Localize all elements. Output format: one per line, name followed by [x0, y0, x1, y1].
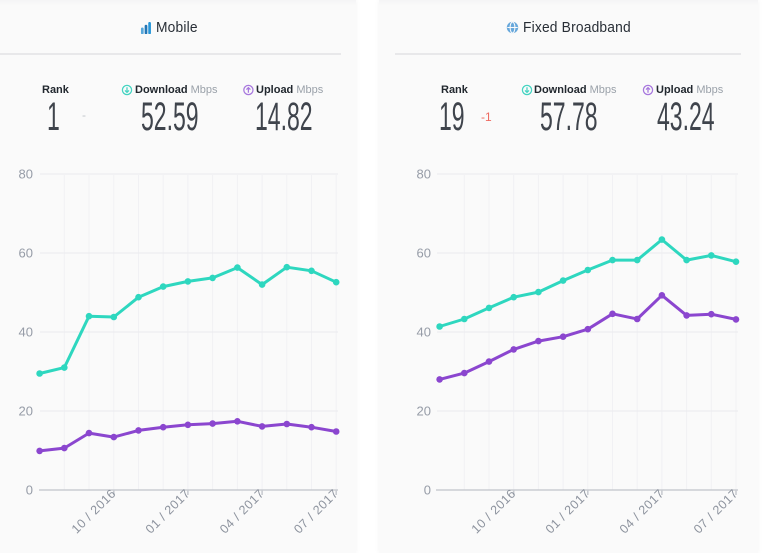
- svg-text:80: 80: [19, 167, 33, 182]
- svg-text:0: 0: [424, 483, 431, 498]
- svg-text:04 / 2017: 04 / 2017: [617, 486, 667, 536]
- svg-text:60: 60: [19, 246, 33, 261]
- svg-text:40: 40: [19, 325, 33, 340]
- svg-text:01 / 2017: 01 / 2017: [143, 486, 193, 536]
- svg-text:01 / 2017: 01 / 2017: [543, 486, 593, 536]
- svg-text:10 / 2016: 10 / 2016: [469, 486, 519, 536]
- svg-text:20: 20: [19, 404, 33, 419]
- svg-text:60: 60: [417, 246, 431, 261]
- svg-text:80: 80: [417, 167, 431, 182]
- svg-text:40: 40: [417, 325, 431, 340]
- svg-text:10 / 2016: 10 / 2016: [69, 486, 119, 536]
- svg-text:0: 0: [26, 483, 33, 498]
- svg-text:20: 20: [417, 404, 431, 419]
- svg-text:07 / 2017: 07 / 2017: [291, 486, 341, 536]
- svg-text:07 / 2017: 07 / 2017: [691, 486, 741, 536]
- svg-text:04 / 2017: 04 / 2017: [217, 486, 267, 536]
